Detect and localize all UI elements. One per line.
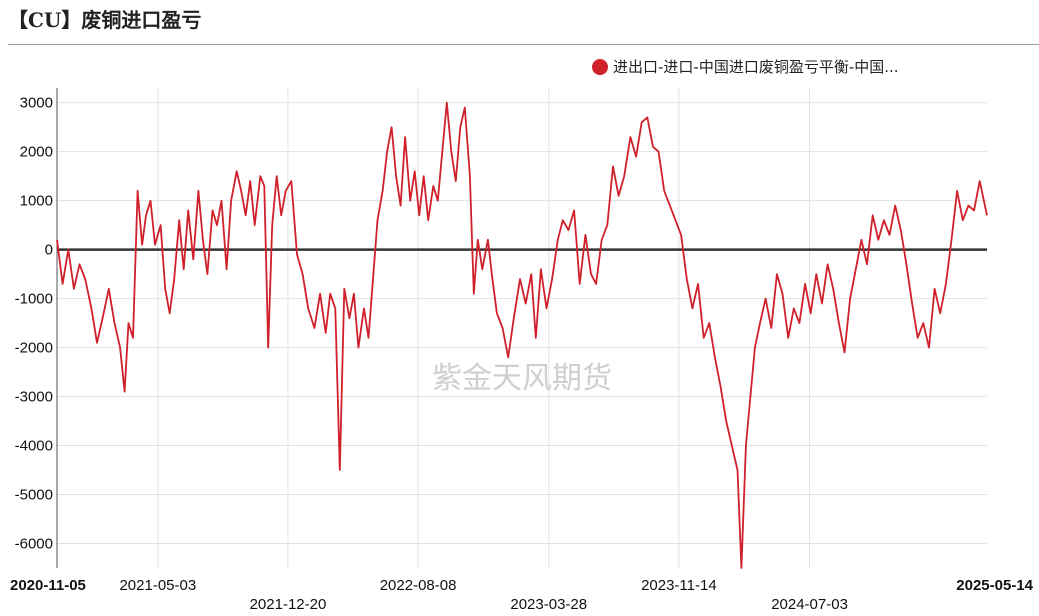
watermark: 紫金天风期货 xyxy=(432,361,612,396)
x-tick-label: 2020-11-05 xyxy=(10,577,86,594)
y-tick-label: 3000 xyxy=(20,95,53,112)
chart-legend[interactable]: 进出口-进口-中国进口废铜盈亏平衡-中国... xyxy=(592,56,899,77)
y-tick-label: 2000 xyxy=(20,144,53,161)
y-tick-label: -5000 xyxy=(15,487,53,504)
y-tick-label: 1000 xyxy=(20,193,53,210)
x-tick-label: 2025-05-14 xyxy=(956,577,1033,594)
x-axis-ticks: 2020-11-05 2021-05-03 2021-12-20 2022-08-08… xyxy=(10,577,1034,613)
x-tick-label: 2023-03-28 xyxy=(510,596,587,613)
y-tick-label: -4000 xyxy=(15,438,53,455)
y-tick-label: -1000 xyxy=(15,291,53,308)
y-axis-ticks: 3000 2000 1000 0 -1000 -2000 -3000 -4000 -5000 -6… xyxy=(15,95,53,553)
x-tick-label: 2023-11-14 xyxy=(641,577,717,594)
y-tick-label: -6000 xyxy=(15,536,53,553)
series-line[interactable] xyxy=(56,101,988,569)
y-tick-label: 0 xyxy=(45,242,53,259)
x-tick-label: 2024-07-03 xyxy=(771,596,848,613)
x-tick-label: 2021-05-03 xyxy=(119,577,196,594)
y-tick-label: -3000 xyxy=(15,389,53,406)
y-tick-label: -2000 xyxy=(15,340,53,357)
legend-marker xyxy=(592,58,608,75)
title-divider xyxy=(8,44,1039,45)
x-tick-label: 2022-08-08 xyxy=(380,577,457,594)
x-tick-label: 2021-12-20 xyxy=(250,596,327,613)
legend-label: 进出口-进口-中国进口废铜盈亏平衡-中国... xyxy=(613,58,899,76)
page-title: 【CU】废铜进口盈亏 xyxy=(8,8,202,32)
